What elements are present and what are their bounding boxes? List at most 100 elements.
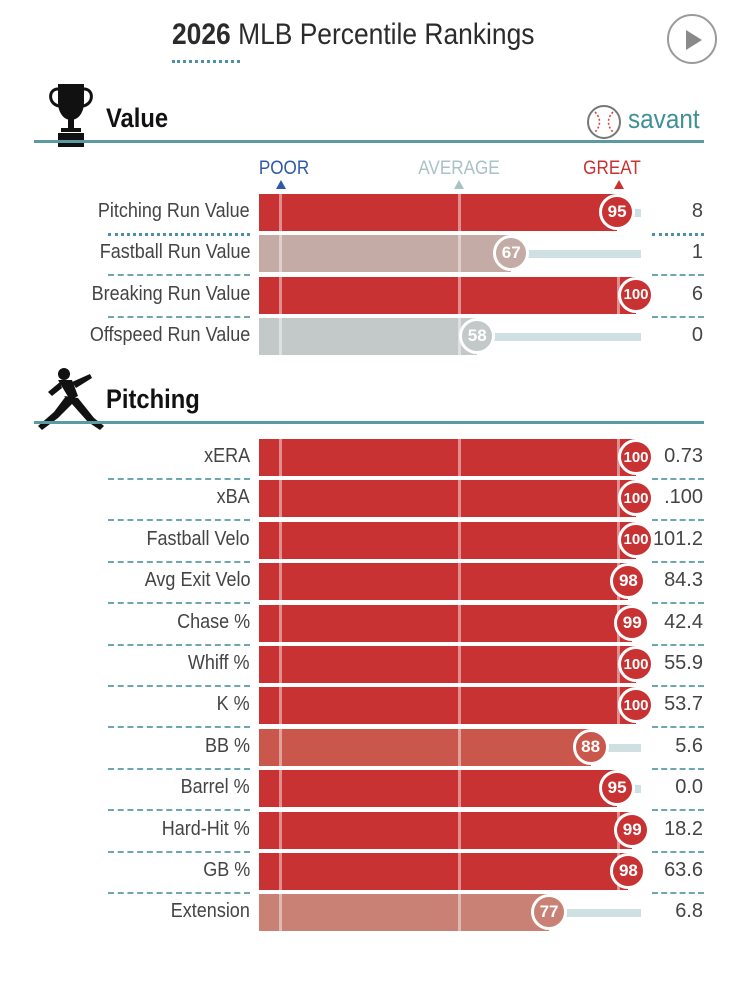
metric-row[interactable]: xBA 100 .100 — [0, 480, 750, 518]
scale-great-label: GREAT — [583, 158, 641, 179]
metric-label: Avg Exit Velo — [144, 569, 250, 592]
savant-label: savant — [628, 104, 700, 134]
section-title-pitching: Pitching — [106, 384, 200, 414]
title-underline — [172, 60, 240, 63]
percentile-bar — [259, 317, 478, 355]
bar-gridline — [458, 646, 461, 683]
metric-label: K % — [216, 693, 250, 716]
section-rule-pitching — [34, 421, 704, 424]
percentile-badge: 100 — [618, 480, 654, 517]
metric-value: 0.73 — [664, 445, 703, 467]
metric-row[interactable]: BB % 88 5.6 — [0, 728, 750, 766]
row-separator-left — [108, 892, 250, 894]
row-separator-right — [652, 726, 704, 729]
metric-row[interactable]: Chase % 99 42.4 — [0, 604, 750, 642]
metric-track — [590, 743, 641, 752]
bar-gridline — [458, 811, 461, 849]
percentile-badge: 88 — [572, 728, 609, 765]
row-separator-left — [108, 560, 250, 563]
bar-gridline — [279, 521, 282, 559]
row-separator-left — [108, 850, 250, 853]
metric-row[interactable]: Extension 77 6.8 — [0, 894, 750, 932]
bar-gridline — [279, 480, 282, 518]
percentile-bar — [259, 521, 636, 559]
percentile-bar — [259, 770, 618, 808]
metric-row[interactable]: Barrel % 95 0.0 — [0, 770, 750, 808]
metric-row[interactable]: Whiff % 100 55.9 — [0, 646, 750, 683]
percentile-bar — [259, 853, 629, 890]
metric-row[interactable]: Breaking Run Value 100 6 — [0, 276, 750, 314]
bar-gridline — [279, 235, 282, 273]
metric-value: 53.7 — [664, 693, 703, 716]
great-caret-icon — [614, 180, 624, 189]
metric-label: Breaking Run Value — [91, 282, 250, 305]
section-title-value: Value — [106, 103, 169, 133]
metric-value: 18.2 — [664, 817, 703, 840]
row-separator-left — [108, 809, 250, 812]
bar-gridline — [458, 235, 461, 273]
bar-gridline — [279, 770, 282, 808]
metric-track — [477, 332, 641, 341]
metric-value: 8 — [691, 200, 703, 222]
metric-row[interactable]: xERA 100 0.73 — [0, 439, 750, 476]
bar-gridline — [279, 194, 282, 231]
metric-value: 6 — [691, 282, 703, 305]
scale-average-label: AVERAGE — [418, 158, 500, 179]
percentile-badge: 99 — [614, 811, 651, 848]
poor-caret-icon — [276, 180, 286, 189]
play-button[interactable] — [667, 14, 717, 64]
metric-value: .100 — [664, 486, 703, 509]
row-separator-left — [108, 726, 250, 729]
row-separator-left — [108, 315, 250, 318]
row-separator-left — [108, 643, 250, 646]
percentile-bar — [259, 276, 636, 314]
bar-gridline — [279, 563, 282, 601]
play-icon — [686, 30, 702, 50]
bar-gridline — [458, 728, 461, 766]
metric-value: 0 — [691, 323, 703, 346]
row-separator-right — [652, 643, 704, 646]
row-separator-right — [652, 850, 704, 853]
metric-row[interactable]: K % 100 53.7 — [0, 687, 750, 725]
metric-label: GB % — [202, 859, 250, 881]
scale-poor-label: POOR — [258, 158, 310, 179]
bar-gridline — [279, 687, 282, 725]
metric-label: Fastball Run Value — [99, 241, 250, 264]
percentile-badge: 100 — [618, 646, 654, 682]
percentile-badge: 99 — [614, 604, 651, 641]
title-year: 2026 — [172, 18, 231, 51]
bar-gridline — [458, 276, 461, 314]
metric-label: Offspeed Run Value — [89, 323, 250, 346]
metric-row[interactable]: Pitching Run Value 95 8 — [0, 194, 750, 231]
row-separator-right — [652, 767, 704, 770]
bar-gridline — [458, 439, 461, 476]
percentile-badge: 58 — [459, 317, 496, 354]
percentile-bar — [259, 728, 591, 766]
bar-gridline — [279, 646, 282, 683]
row-separator-right — [652, 560, 704, 563]
percentile-badge: 100 — [618, 276, 654, 313]
metric-row[interactable]: Hard-Hit % 99 18.2 — [0, 811, 750, 849]
metric-value: 6.8 — [675, 900, 703, 923]
percentile-bar — [259, 480, 636, 518]
metric-label: xBA — [216, 486, 250, 509]
bar-gridline — [279, 853, 282, 890]
percentile-badge: 67 — [493, 235, 530, 272]
percentile-bar — [259, 194, 618, 231]
metric-label: Barrel % — [180, 776, 250, 799]
metric-row[interactable]: Avg Exit Velo 98 84.3 — [0, 563, 750, 601]
average-caret-icon — [454, 180, 464, 189]
percentile-bar — [259, 563, 629, 601]
row-separator-right — [652, 519, 704, 522]
metric-label: xERA — [203, 445, 250, 467]
percentile-bar — [259, 646, 636, 683]
metric-row[interactable]: Fastball Velo 100 101.2 — [0, 521, 750, 559]
row-separator-right — [652, 685, 704, 687]
metric-row[interactable]: Offspeed Run Value 58 0 — [0, 317, 750, 355]
trophy-icon — [46, 82, 96, 148]
metric-row[interactable]: Fastball Run Value 67 1 — [0, 235, 750, 273]
title-text: MLB Percentile Rankings — [230, 18, 535, 51]
metric-label: Hard-Hit % — [161, 817, 250, 840]
metric-row[interactable]: GB % 98 63.6 — [0, 853, 750, 890]
row-separator-right — [652, 892, 704, 894]
